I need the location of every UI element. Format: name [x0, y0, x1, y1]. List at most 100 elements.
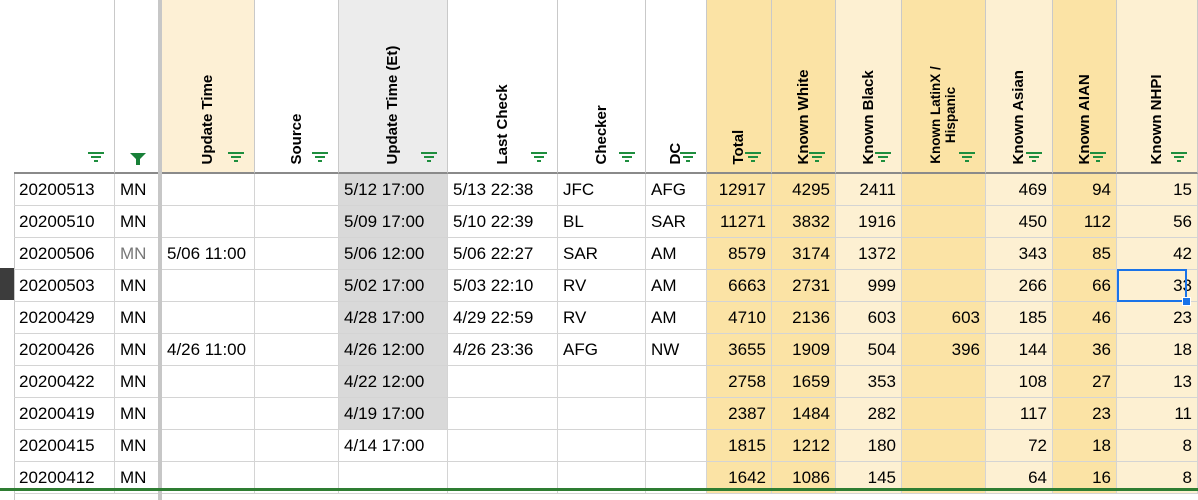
cell-date[interactable]: 20200429: [14, 302, 115, 334]
cell-update-time-et[interactable]: 4/19 17:00: [339, 398, 448, 430]
cell-date[interactable]: 20200422: [14, 366, 115, 398]
cell-dc[interactable]: NW: [646, 334, 707, 366]
filter-icon[interactable]: [88, 152, 104, 162]
cell-state[interactable]: MN: [115, 302, 159, 334]
cell-update-time[interactable]: [162, 430, 255, 462]
cell-update-time[interactable]: 4/26 11:00: [162, 334, 255, 366]
cell-known-black[interactable]: 603: [836, 302, 902, 334]
cell-state[interactable]: MN: [115, 206, 159, 238]
cell-known-white[interactable]: 2731: [772, 270, 836, 302]
cell-state[interactable]: MN: [115, 398, 159, 430]
column-header-known-asian[interactable]: Known Asian: [986, 0, 1053, 174]
cell-known-black[interactable]: 1916: [836, 206, 902, 238]
column-header-total[interactable]: Total: [707, 0, 772, 174]
cell-dc[interactable]: AFG: [646, 174, 707, 206]
cell-dc[interactable]: AM: [646, 238, 707, 270]
cell-source[interactable]: [255, 462, 339, 494]
cell-total[interactable]: 6663: [707, 270, 772, 302]
cell-update-time-et[interactable]: 5/09 17:00: [339, 206, 448, 238]
cell-update-time-et[interactable]: 4/26 12:00: [339, 334, 448, 366]
cell-known-black[interactable]: 504: [836, 334, 902, 366]
cell-known-nhpi[interactable]: 56: [1117, 206, 1198, 238]
column-header-checker[interactable]: Checker: [558, 0, 646, 174]
cell-total[interactable]: 11271: [707, 206, 772, 238]
cell-dc[interactable]: AM: [646, 302, 707, 334]
cell-known-black[interactable]: 1372: [836, 238, 902, 270]
cell-total[interactable]: 2387: [707, 398, 772, 430]
cell-update-time-et[interactable]: [339, 462, 448, 494]
cell-state[interactable]: MN: [115, 366, 159, 398]
cell-checker[interactable]: [558, 366, 646, 398]
cell-date[interactable]: 20200419: [14, 398, 115, 430]
cell-known-nhpi[interactable]: 33: [1117, 270, 1198, 302]
column-header-last-check[interactable]: Last Check: [448, 0, 558, 174]
cell-last-check[interactable]: 4/29 22:59: [448, 302, 558, 334]
cell-checker[interactable]: AFG: [558, 334, 646, 366]
cell-known-black[interactable]: 999: [836, 270, 902, 302]
cell-update-time[interactable]: [162, 206, 255, 238]
cell-last-check[interactable]: 5/03 22:10: [448, 270, 558, 302]
cell-last-check[interactable]: 5/06 22:27: [448, 238, 558, 270]
cell-known-asian[interactable]: 450: [986, 206, 1053, 238]
filter-active-icon[interactable]: [129, 152, 146, 165]
cell-total[interactable]: 8579: [707, 238, 772, 270]
cell-date[interactable]: 20200510: [14, 206, 115, 238]
cell-known-nhpi[interactable]: 15: [1117, 174, 1198, 206]
cell-dc[interactable]: [646, 366, 707, 398]
cell-total[interactable]: 3655: [707, 334, 772, 366]
cell-date[interactable]: 20200503: [14, 270, 115, 302]
row-header-strip[interactable]: [0, 0, 15, 500]
cell-dc[interactable]: [646, 430, 707, 462]
cell-known-latinx[interactable]: 396: [902, 334, 986, 366]
cell-known-nhpi[interactable]: 23: [1117, 302, 1198, 334]
filter-icon[interactable]: [228, 152, 244, 162]
cell-known-black[interactable]: 353: [836, 366, 902, 398]
cell-known-aian[interactable]: 27: [1053, 366, 1117, 398]
cell-checker[interactable]: JFC: [558, 174, 646, 206]
cell-last-check[interactable]: 5/10 22:39: [448, 206, 558, 238]
cell-source[interactable]: [255, 398, 339, 430]
column-header-update-time[interactable]: Update Time: [162, 0, 255, 174]
cell-state[interactable]: MN: [115, 174, 159, 206]
cell-update-time[interactable]: 5/06 11:00: [162, 238, 255, 270]
cell-last-check[interactable]: [448, 462, 558, 494]
cell-known-nhpi[interactable]: 8: [1117, 430, 1198, 462]
cell-update-time-et[interactable]: 4/14 17:00: [339, 430, 448, 462]
cell-dc[interactable]: AM: [646, 270, 707, 302]
cell-last-check[interactable]: 4/26 23:36: [448, 334, 558, 366]
cell-known-aian[interactable]: 94: [1053, 174, 1117, 206]
cell-update-time-et[interactable]: 5/06 12:00: [339, 238, 448, 270]
cell-known-aian[interactable]: 36: [1053, 334, 1117, 366]
filter-icon[interactable]: [1090, 152, 1106, 162]
cell-known-asian[interactable]: 185: [986, 302, 1053, 334]
column-header-date[interactable]: [14, 0, 115, 174]
active-cell-selection[interactable]: [1117, 269, 1187, 302]
cell-date[interactable]: 20200412: [14, 462, 115, 494]
column-header-known-black[interactable]: Known Black: [836, 0, 902, 174]
cell-date[interactable]: 20200506: [14, 238, 115, 270]
cell-update-time[interactable]: [162, 302, 255, 334]
cell-known-white[interactable]: 3174: [772, 238, 836, 270]
cell-known-latinx[interactable]: [902, 366, 986, 398]
cell-date[interactable]: 20200415: [14, 430, 115, 462]
cell-known-aian[interactable]: 23: [1053, 398, 1117, 430]
cell-source[interactable]: [255, 238, 339, 270]
cell-known-latinx[interactable]: [902, 398, 986, 430]
cell-known-latinx[interactable]: [902, 270, 986, 302]
frozen-columns-divider[interactable]: [158, 0, 162, 500]
cell-update-time[interactable]: [162, 270, 255, 302]
cell-source[interactable]: [255, 206, 339, 238]
column-header-known-nhpi[interactable]: Known NHPI: [1117, 0, 1198, 174]
cell-source[interactable]: [255, 334, 339, 366]
cell-known-asian[interactable]: 343: [986, 238, 1053, 270]
cell-state[interactable]: MN: [115, 238, 159, 270]
cell-update-time-et[interactable]: 4/28 17:00: [339, 302, 448, 334]
column-header-update-time-et[interactable]: Update Time (Et): [339, 0, 448, 174]
filter-icon[interactable]: [875, 152, 891, 162]
cell-known-black[interactable]: 2411: [836, 174, 902, 206]
cell-known-white[interactable]: 1909: [772, 334, 836, 366]
cell-checker[interactable]: [558, 462, 646, 494]
column-header-dc[interactable]: DC: [646, 0, 707, 174]
cell-known-asian[interactable]: 266: [986, 270, 1053, 302]
cell-total[interactable]: 4710: [707, 302, 772, 334]
